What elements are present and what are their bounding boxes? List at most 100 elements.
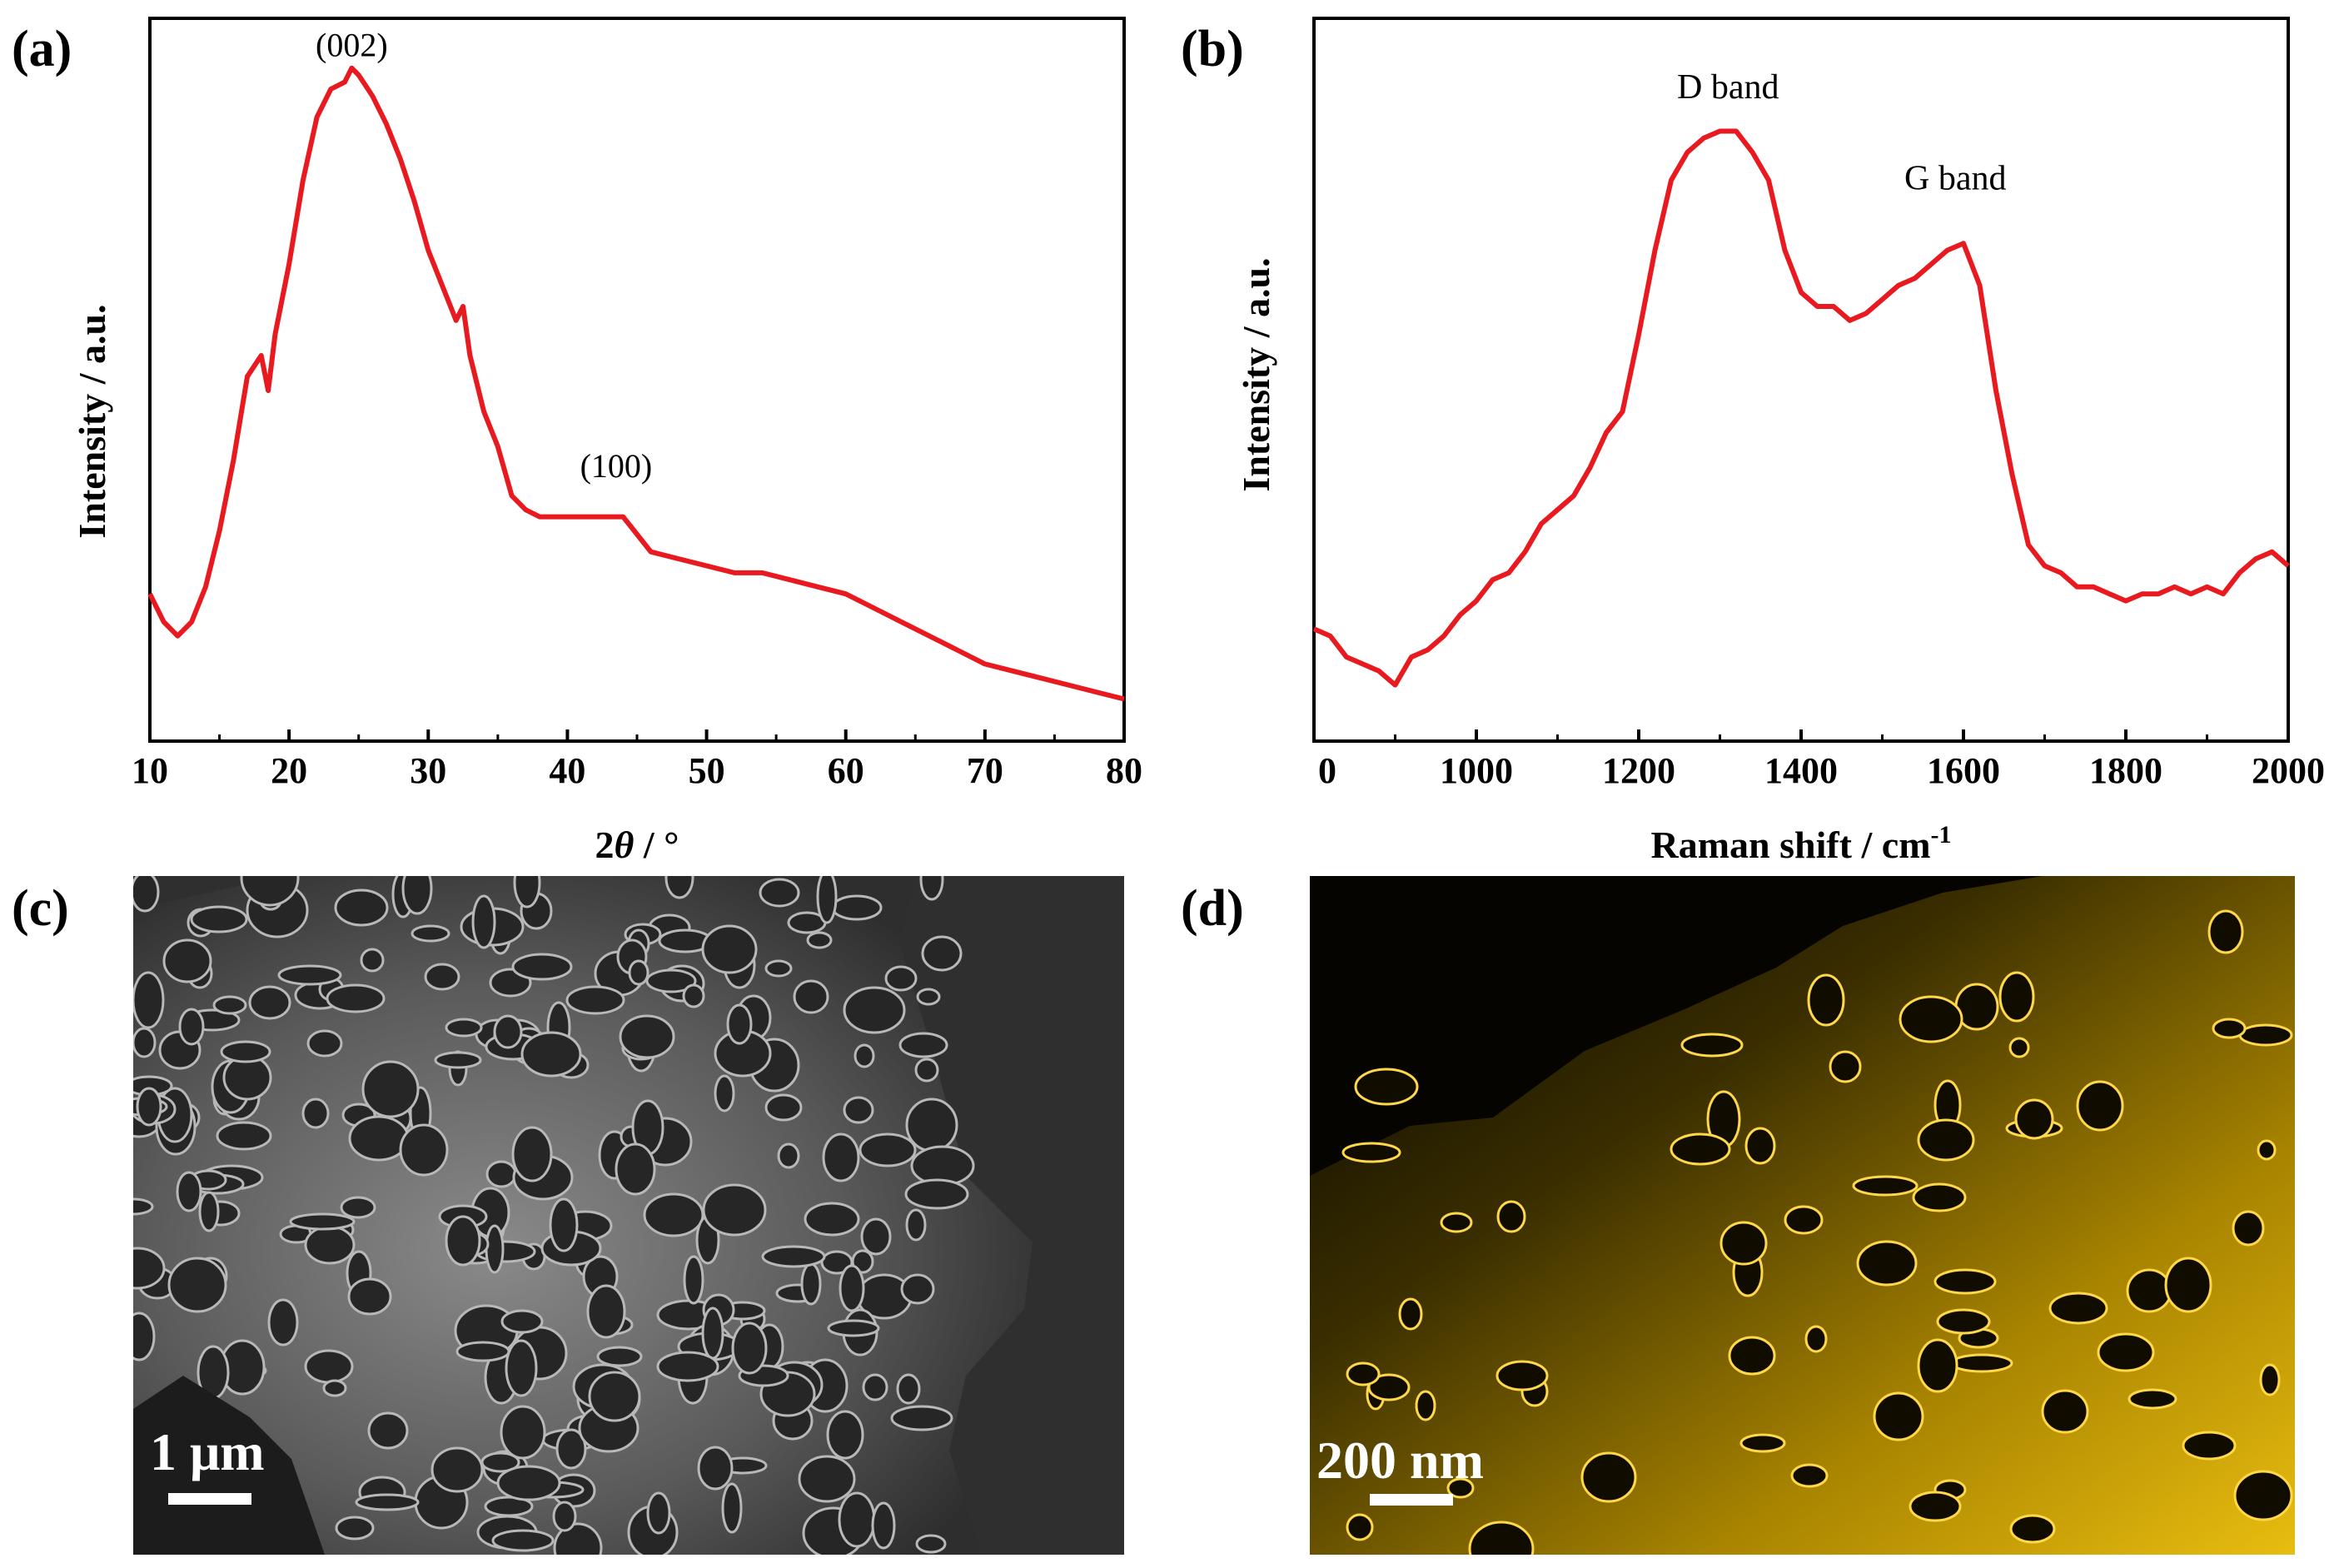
a-x-tick-label: 70 bbox=[967, 750, 1003, 791]
pore bbox=[1728, 1336, 1776, 1376]
pore bbox=[862, 1373, 888, 1401]
pore bbox=[764, 1093, 803, 1122]
pore bbox=[198, 1191, 220, 1232]
pore bbox=[890, 1405, 953, 1431]
pore bbox=[340, 1196, 376, 1219]
pore bbox=[615, 1142, 656, 1196]
pore bbox=[301, 1098, 330, 1129]
pore bbox=[858, 1132, 917, 1167]
pore bbox=[434, 1051, 482, 1069]
pore bbox=[921, 935, 963, 972]
raman-x-axis-title-main: Raman shift / cm bbox=[1650, 824, 1930, 866]
pore bbox=[596, 1346, 643, 1367]
sem-scale-text: 1 μm bbox=[150, 1422, 265, 1481]
b-x-tick-label: 0 bbox=[1318, 750, 1336, 791]
pore bbox=[827, 1319, 880, 1337]
pore bbox=[304, 1349, 354, 1384]
pore bbox=[820, 1250, 854, 1275]
sem-micrograph: 1 μm bbox=[133, 876, 1124, 1555]
pore bbox=[1496, 1200, 1526, 1233]
raman-y-axis-title: Intensity / a.u. bbox=[1235, 257, 1277, 491]
pore bbox=[586, 1284, 626, 1339]
a-x-tick-label: 10 bbox=[132, 750, 168, 791]
raman-x-ticks bbox=[1312, 729, 2290, 741]
pore bbox=[485, 1224, 505, 1274]
pore bbox=[826, 1410, 864, 1460]
pore bbox=[915, 1534, 947, 1554]
pore bbox=[588, 1371, 641, 1422]
pore bbox=[520, 1031, 582, 1078]
pore bbox=[682, 983, 705, 1008]
pore bbox=[136, 1087, 162, 1127]
pore bbox=[1936, 1308, 1991, 1335]
xrd-curve bbox=[147, 65, 1125, 702]
raman-annotation-d-band: D band bbox=[1677, 68, 1779, 107]
pore bbox=[777, 1142, 800, 1169]
tem-scale-bar bbox=[1370, 1494, 1453, 1506]
pore bbox=[347, 1277, 392, 1316]
pore bbox=[277, 964, 342, 986]
pore bbox=[804, 1202, 860, 1237]
a-x-tick-label: 50 bbox=[689, 750, 725, 791]
b-x-tick-label: 1400 bbox=[1764, 750, 1838, 791]
pore bbox=[1744, 1127, 1776, 1165]
pore bbox=[904, 1178, 969, 1210]
pore bbox=[919, 876, 944, 901]
pore bbox=[2259, 1363, 2281, 1396]
pore bbox=[800, 1262, 822, 1306]
b-x-tick-label: 1000 bbox=[1440, 750, 1513, 791]
pore bbox=[511, 953, 573, 981]
panel-label-c: (c) bbox=[12, 880, 69, 937]
pore bbox=[2009, 1514, 2056, 1544]
pore bbox=[838, 1491, 876, 1548]
pore bbox=[484, 1496, 534, 1517]
pore bbox=[1346, 1513, 1374, 1541]
raman-chart: 0 1000 1200 1400 1600 1800 2000 D band G band … bbox=[1235, 17, 2325, 866]
pore bbox=[2126, 1268, 2172, 1313]
xrd-x-tick-labels: 10 20 30 40 50 60 70 80 bbox=[132, 750, 1142, 791]
b-x-tick-label: 2000 bbox=[2252, 750, 2325, 791]
pore bbox=[565, 985, 625, 1015]
pore bbox=[306, 1029, 343, 1058]
pore bbox=[190, 905, 248, 933]
pore bbox=[1440, 1212, 1473, 1233]
pore bbox=[731, 1322, 768, 1375]
pore bbox=[1468, 1521, 1535, 1555]
pore bbox=[916, 988, 941, 1006]
pore bbox=[480, 1451, 520, 1473]
panel-label-d: (d) bbox=[1181, 880, 1244, 937]
pore bbox=[2212, 1018, 2247, 1039]
pore bbox=[133, 1027, 157, 1058]
pore bbox=[216, 1121, 272, 1151]
pore bbox=[133, 876, 160, 913]
pore bbox=[167, 1257, 227, 1313]
pore bbox=[793, 979, 829, 1014]
pore bbox=[2097, 1332, 2155, 1372]
raman-plot-frame bbox=[1312, 17, 2290, 743]
pore bbox=[360, 948, 385, 973]
pore bbox=[411, 924, 450, 943]
pore bbox=[1680, 1033, 1744, 1058]
pore bbox=[361, 1060, 420, 1118]
pore bbox=[455, 1341, 510, 1362]
b-x-tick-label: 1800 bbox=[2089, 750, 2162, 791]
pore bbox=[513, 876, 541, 908]
pore bbox=[176, 1171, 202, 1212]
pore bbox=[1495, 1360, 1549, 1391]
pore bbox=[914, 1058, 939, 1083]
xrd-x-ticks bbox=[148, 729, 1126, 741]
pore bbox=[843, 986, 906, 1034]
a-x-tick-label: 80 bbox=[1106, 750, 1142, 791]
pore bbox=[1917, 1118, 1975, 1162]
pore bbox=[133, 1312, 156, 1361]
pore bbox=[500, 1309, 544, 1334]
xrd-x-axis-title: 2θ / ° bbox=[595, 824, 679, 866]
pore bbox=[2182, 1431, 2237, 1461]
a-x-tick-label: 30 bbox=[410, 750, 446, 791]
pore bbox=[2238, 1023, 2293, 1047]
a-x-tick-label: 20 bbox=[271, 750, 307, 791]
pore bbox=[896, 1373, 921, 1405]
pore bbox=[664, 876, 694, 899]
pore bbox=[496, 1465, 561, 1501]
pore bbox=[401, 876, 433, 915]
